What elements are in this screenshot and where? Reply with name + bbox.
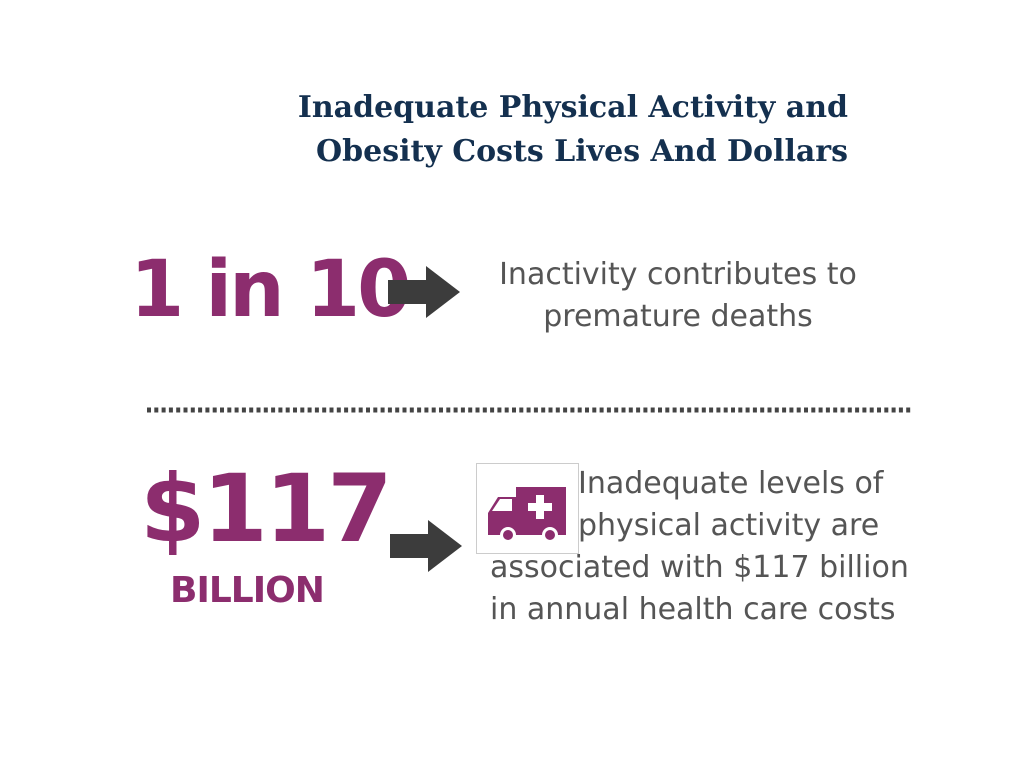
- stat-figure: 1 in 10: [130, 245, 411, 335]
- title-line: Obesity Costs Lives And Dollars: [316, 134, 848, 169]
- stat-figure: $117: [140, 455, 393, 564]
- description-line: Inadequate levels of: [578, 466, 884, 501]
- stat-unit: BILLION: [170, 570, 325, 611]
- description-line: associated with $117 billion: [490, 550, 909, 585]
- divider: [147, 407, 913, 413]
- title: Inadequate Physical Activity and Obesity…: [298, 86, 848, 174]
- description-line: Inactivity contributes to: [499, 257, 857, 292]
- stat-description: Inactivity contributes to premature deat…: [499, 254, 857, 338]
- arrow: [390, 520, 462, 572]
- ambulance-icon: [476, 463, 579, 554]
- description-line: physical activity are: [578, 508, 880, 543]
- arrow: [388, 266, 460, 318]
- description-line: premature deaths: [543, 299, 813, 334]
- description-line: in annual health care costs: [490, 592, 896, 627]
- title-line: Inadequate Physical Activity and: [297, 90, 848, 125]
